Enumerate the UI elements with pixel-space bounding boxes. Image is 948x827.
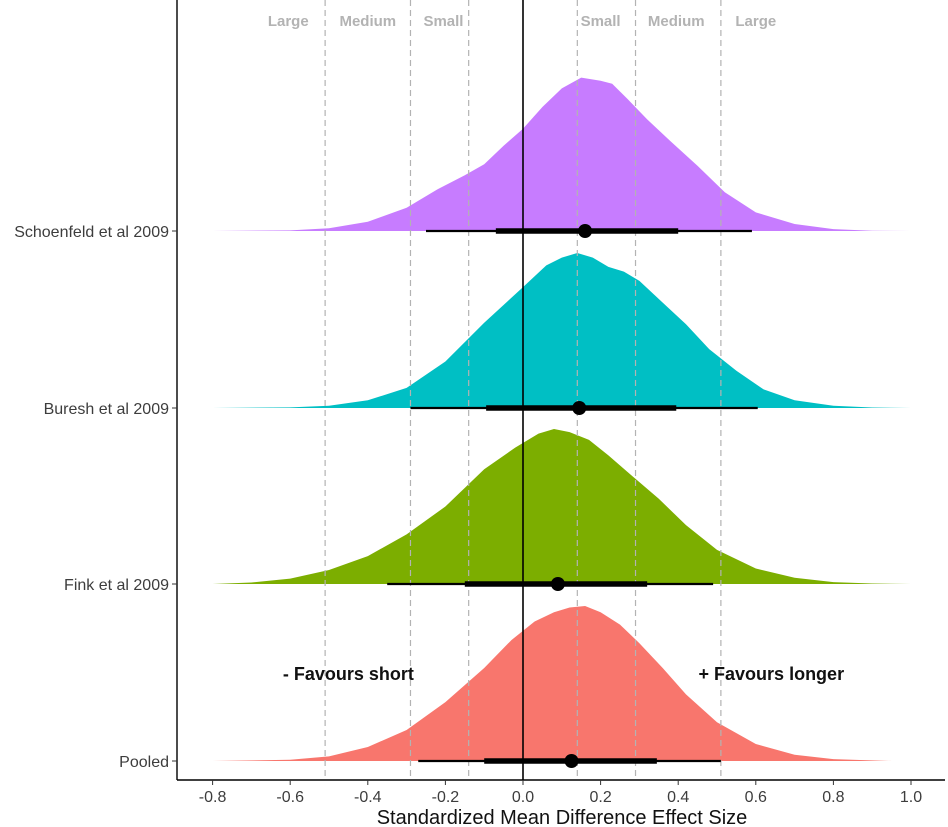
intervals <box>387 224 758 768</box>
point-estimate-schoenfeld-et-al-2009 <box>578 224 593 238</box>
density-buresh-et-al-2009 <box>212 253 912 408</box>
y-tick-label: Pooled <box>119 754 169 771</box>
x-tick-label: 1.0 <box>900 789 922 806</box>
x-tick-label: 0.8 <box>822 789 844 806</box>
effect-zone-label: Small <box>581 13 621 30</box>
x-tick-label: -0.8 <box>199 789 227 806</box>
y-tick-label: Schoenfeld et al 2009 <box>14 224 169 241</box>
effect-zone-label: Large <box>268 13 309 30</box>
y-tick-label: Buresh et al 2009 <box>44 401 170 418</box>
x-tick-label: -0.6 <box>276 789 304 806</box>
effect-zone-label: Small <box>423 13 463 30</box>
x-tick-label: -0.2 <box>432 789 460 806</box>
point-estimate-pooled <box>564 754 579 768</box>
x-tick-label: 0.6 <box>745 789 767 806</box>
ridges <box>212 77 912 761</box>
axes: -0.8 -0.6 -0.4 -0.2 0.0 0.2 0.4 0.6 0.8 1.0 Schoen… <box>14 0 945 806</box>
y-tick-label: Fink et al 2009 <box>64 577 169 594</box>
density-schoenfeld-et-al-2009 <box>212 77 912 231</box>
x-tick-label: 0.0 <box>512 789 534 806</box>
x-tick-label: 0.4 <box>667 789 689 806</box>
labels: Standardized Mean Difference Effect Size… <box>268 13 844 827</box>
effect-zone-label: Large <box>735 13 776 30</box>
effect-zone-label: Medium <box>339 13 396 30</box>
density-pooled <box>212 606 892 761</box>
favour-annotation: + Favours longer <box>699 664 845 684</box>
x-tick-label: 0.2 <box>589 789 611 806</box>
point-estimate-fink-et-al-2009 <box>550 577 565 591</box>
x-axis-title: Standardized Mean Difference Effect Size <box>377 807 748 827</box>
favour-annotation: - Favours short <box>283 664 414 684</box>
threshold-lines <box>324 0 722 780</box>
point-estimate-buresh-et-al-2009 <box>572 401 587 415</box>
x-tick-label: -0.4 <box>354 789 382 806</box>
density-fink-et-al-2009 <box>212 429 912 584</box>
effect-zone-label: Medium <box>648 13 705 30</box>
